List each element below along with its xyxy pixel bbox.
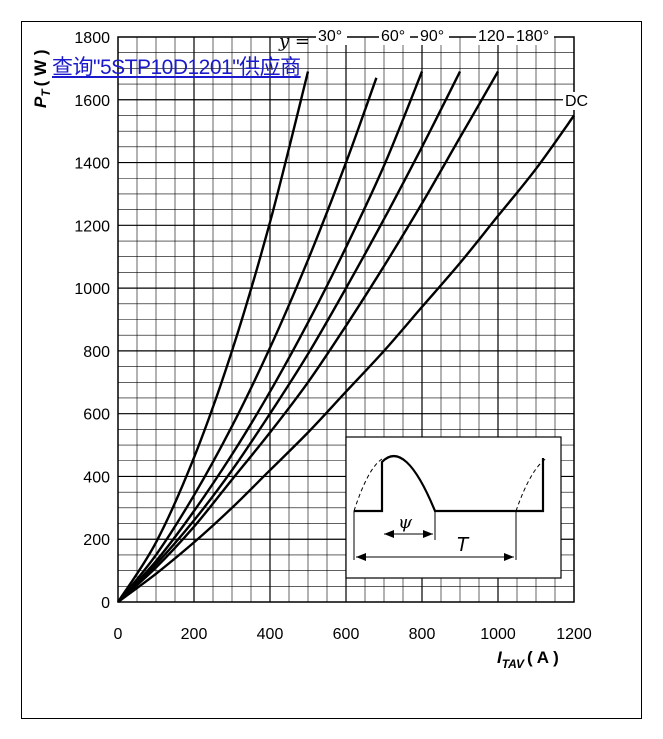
curve-90 [117,71,424,603]
curves [116,70,575,603]
y-tick-label: 400 [83,469,110,486]
y-tick-label: 600 [83,407,110,424]
inset-dashed-left [353,458,383,512]
x-axis-unit: ( A ) [527,648,559,667]
curve-label-bg [563,92,585,110]
x-axis-label-sub: TAV [502,657,525,671]
curve-180 [117,70,500,603]
curve-label-prefix: y = [278,31,310,52]
x-tick-label: 1000 [480,626,516,643]
period-label: T [456,534,470,556]
y-axis-label: PT ( W ) [31,49,53,108]
y-tick-label: 1600 [74,93,110,110]
psi-arrow-right [423,530,433,538]
x-tick-label: 600 [333,626,360,643]
curve-label-bg [418,27,449,45]
curve-label-bg [476,27,507,45]
curve-label-bg [514,27,554,45]
period-arrow-right [504,553,514,561]
curve-label: 30° [318,28,342,45]
y-tick-label: 200 [83,532,110,549]
x-tick-label: 1200 [556,626,592,643]
curve-30 [116,71,310,603]
chart-frame [21,21,642,719]
curve-DC [117,114,575,603]
curve-label-bg [379,27,410,45]
inset-waveform: ψ T [345,436,562,579]
psi-label: ψ [398,512,413,533]
x-tick-label: 200 [181,626,208,643]
y-tick-label: 0 [101,595,110,612]
x-axis-label-main: I [497,648,503,667]
curve-120 [117,70,462,603]
curve-labels: y = 30° 60° 90° 120 180° DC [278,27,588,110]
y-tick-label: 800 [83,344,110,361]
y-axis-label-sub: T [39,88,53,97]
curve-label: 60° [381,28,405,45]
supplier-query-link[interactable]: 查询"5STP10D1201"供应商 [52,56,301,79]
curve-label: 90° [420,28,444,45]
inset-pulse [354,455,545,513]
y-tick-label: 1200 [74,218,110,235]
y-tick-label: 1800 [74,30,110,47]
curve-label: 120 [478,28,505,45]
y-tick-label: 1400 [74,156,110,173]
curve-60 [117,77,378,603]
curve-label: 180° [516,28,549,45]
x-axis-label: ITAV( A ) [497,648,559,671]
y-axis-label-main: P [31,96,50,108]
x-tick-label: 800 [409,626,436,643]
y-tick-label: 1000 [74,281,110,298]
x-tick-label: 0 [114,626,123,643]
psi-arrow-left [384,530,394,538]
y-axis-unit: ( W ) [31,49,50,86]
curve-label: DC [565,93,588,110]
x-tick-labels: 0 200 400 600 800 1000 1200 [114,626,592,643]
inset-dashed-right [515,457,548,512]
period-arrow-left [356,553,366,561]
x-tick-label: 400 [257,626,284,643]
curve-label-bg [316,27,347,45]
y-tick-labels: 0 200 400 600 800 1000 1200 1400 1600 1800 [74,30,110,612]
